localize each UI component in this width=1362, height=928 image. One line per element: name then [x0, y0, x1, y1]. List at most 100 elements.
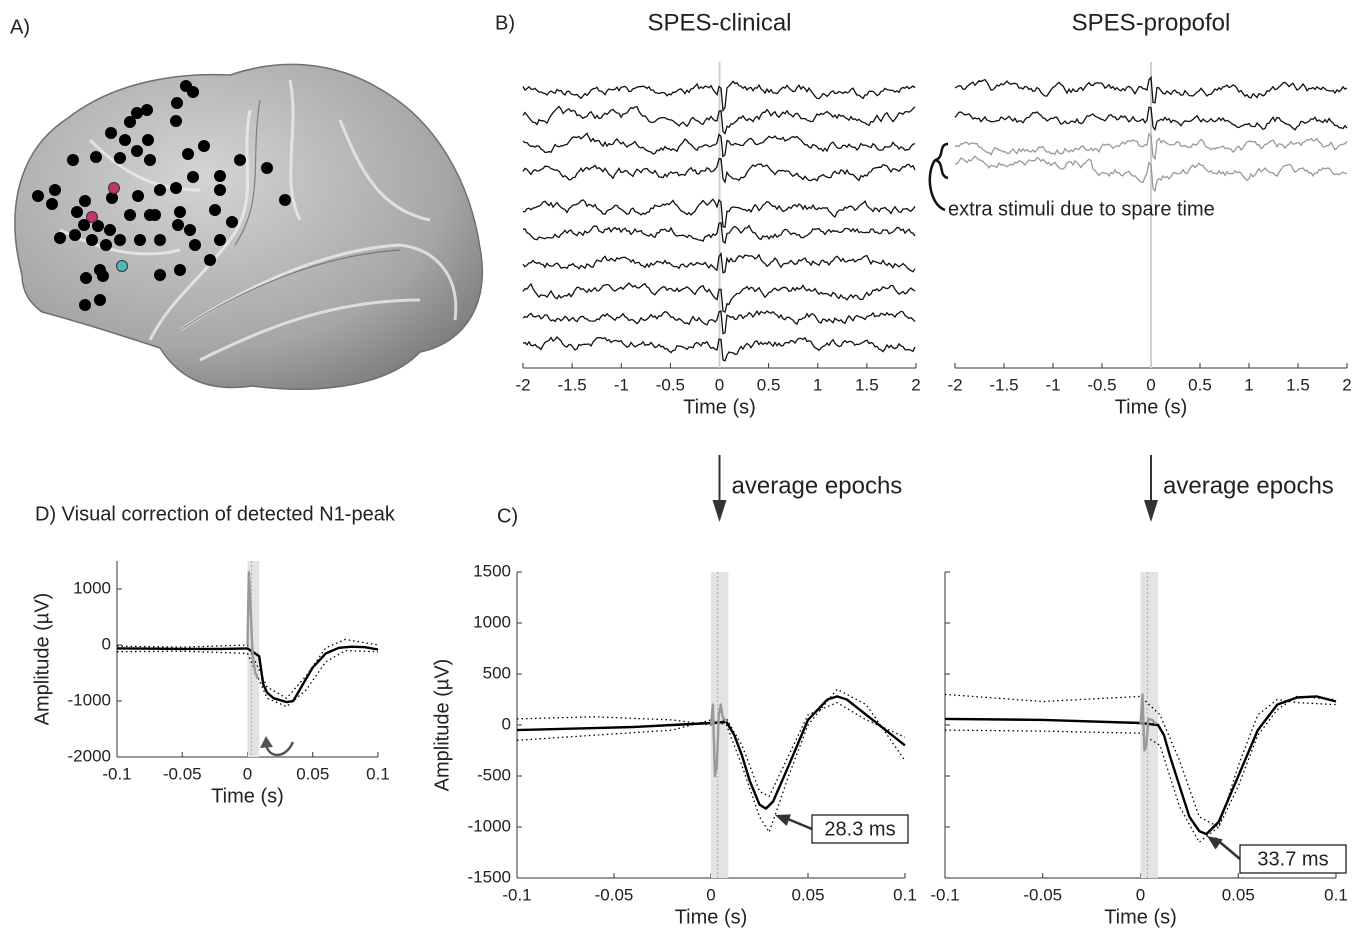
electrode — [124, 116, 136, 128]
x-tick-label: 0 — [243, 764, 252, 783]
annotation: 28.3 ms — [824, 818, 895, 840]
electrode — [114, 234, 126, 246]
arrow-head — [260, 736, 273, 748]
annotation-box — [811, 814, 909, 844]
electrode-highlight — [116, 260, 128, 272]
artifact-window — [711, 572, 729, 878]
x-tick-label: -0.5 — [1087, 375, 1116, 394]
x-tick-label: -1.5 — [557, 375, 586, 394]
x-tick-label: 0.05 — [296, 764, 329, 783]
eeg-trace — [522, 158, 916, 184]
electrode — [214, 170, 226, 182]
x-axis-label: Time (s) — [1115, 396, 1188, 418]
x-tick-label: -0.05 — [163, 764, 202, 783]
x-tick-label: 2 — [1342, 375, 1351, 394]
electrode — [209, 204, 221, 216]
eeg-trace — [522, 105, 916, 135]
electrode — [92, 220, 104, 232]
panel-title: SPES-clinical — [647, 9, 791, 36]
x-tick-label: -0.1 — [930, 885, 959, 904]
eeg-trace — [522, 198, 916, 229]
eeg-trace — [954, 75, 1348, 104]
trial-trace — [116, 649, 379, 708]
eeg-trace — [522, 336, 916, 362]
electrode — [174, 206, 186, 218]
x-tick-label: -1.5 — [989, 375, 1018, 394]
x-tick-label: -0.1 — [502, 885, 531, 904]
x-tick-label: 0.05 — [1222, 885, 1255, 904]
mean-trace — [709, 703, 728, 778]
electrode — [71, 206, 83, 218]
x-tick-label: 0 — [1136, 885, 1145, 904]
x-axis-label: Time (s) — [1104, 906, 1177, 928]
arrow-head — [775, 814, 791, 827]
panel-title: D) Visual correction of detected N1-peak — [35, 503, 396, 525]
electrode — [69, 229, 81, 241]
y-axis-label: Amplitude (µV) — [31, 593, 53, 726]
trial-trace — [516, 701, 906, 798]
annotation: extra stimuli due to spare time — [948, 198, 1215, 220]
electrode — [86, 234, 98, 246]
x-tick-label: -0.05 — [1023, 885, 1062, 904]
electrode — [142, 134, 154, 146]
trial-trace — [116, 638, 379, 699]
x-axis-label: Time (s) — [683, 396, 756, 418]
electrode — [182, 148, 194, 160]
electrode — [172, 219, 184, 231]
x-tick-label: 0 — [1146, 375, 1155, 394]
electrode — [198, 140, 210, 152]
eeg-trace — [954, 155, 1348, 193]
eeg-trace — [954, 106, 1348, 132]
x-tick-label: -2 — [947, 375, 962, 394]
electrode — [214, 234, 226, 246]
electrode — [131, 145, 143, 157]
x-tick-label: 0 — [706, 885, 715, 904]
x-tick-label: -1 — [614, 375, 629, 394]
panel-label: B) — [495, 12, 515, 34]
electrode — [154, 234, 166, 246]
electrode — [171, 97, 183, 109]
y-tick-label: -1500 — [468, 867, 511, 886]
electrode-highlight — [86, 211, 98, 223]
x-tick-label: -0.1 — [102, 764, 131, 783]
electrode — [187, 86, 199, 98]
electrode — [144, 154, 156, 166]
eeg-trace — [522, 80, 916, 113]
x-tick-label: -0.05 — [595, 885, 634, 904]
mean-trace — [116, 645, 379, 704]
y-tick-label: 1000 — [473, 612, 511, 631]
electrode — [32, 190, 44, 202]
y-tick-label: 0 — [102, 634, 111, 653]
eeg-trace — [522, 221, 916, 245]
annotation: 33.7 ms — [1257, 848, 1328, 870]
electrode — [261, 162, 273, 174]
electrode — [234, 154, 246, 166]
arrow-head — [1144, 500, 1158, 522]
eeg-trace — [522, 251, 916, 274]
eeg-trace — [954, 132, 1348, 161]
x-tick-label: 0 — [715, 375, 724, 394]
annotation-box — [1239, 844, 1347, 874]
annotation: average epochs — [1163, 472, 1334, 499]
x-axis-label: Time (s) — [675, 906, 748, 928]
panel-label: A) — [10, 16, 30, 38]
y-tick-label: 1000 — [73, 578, 111, 597]
electrode-highlight — [108, 182, 120, 194]
x-tick-label: 2 — [911, 375, 920, 394]
brain-render — [14, 63, 484, 390]
trial-trace — [944, 698, 1337, 843]
x-tick-label: 0.1 — [1324, 885, 1348, 904]
x-tick-label: 0.1 — [893, 885, 917, 904]
eeg-trace — [522, 282, 916, 314]
panel-title: SPES-propofol — [1072, 9, 1231, 36]
mean-trace — [516, 695, 906, 810]
y-tick-label: -2000 — [68, 746, 111, 765]
electrode — [67, 154, 79, 166]
electrode — [214, 184, 226, 196]
electrode — [54, 232, 66, 244]
arrow-head — [1207, 836, 1223, 850]
electrode — [170, 182, 182, 194]
electrode — [154, 269, 166, 281]
eeg-trace — [522, 132, 916, 158]
trial-trace — [944, 693, 1337, 828]
